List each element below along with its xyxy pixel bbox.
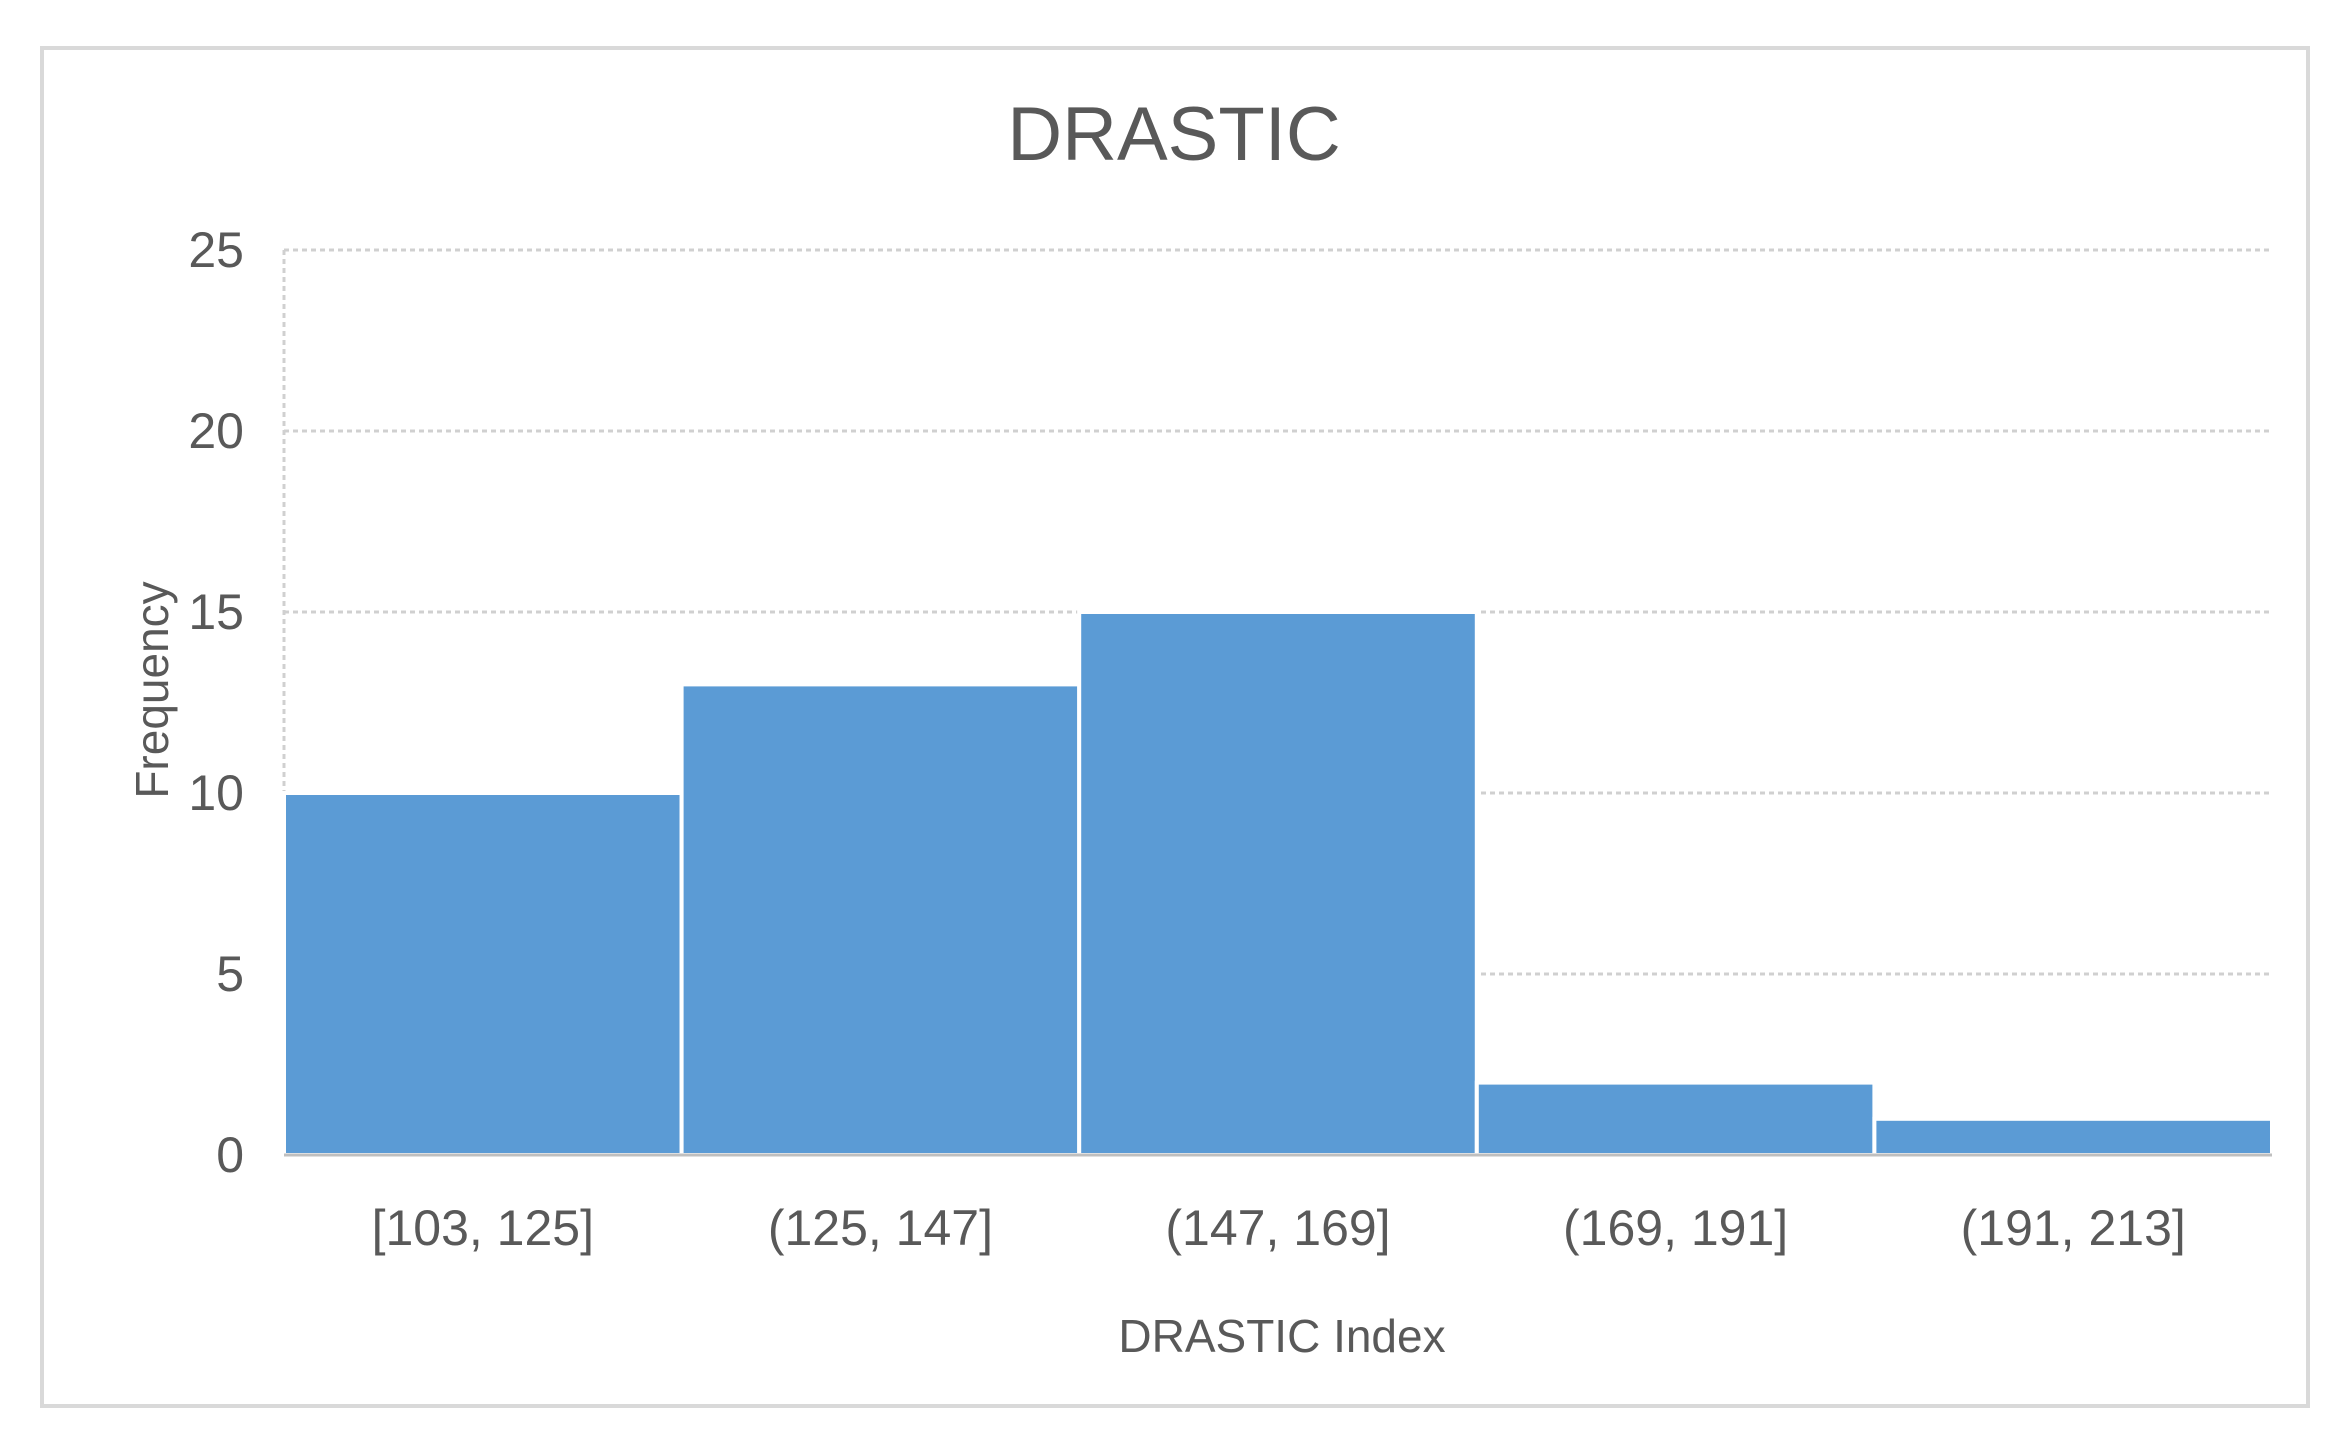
bar <box>282 791 684 1157</box>
y-tick-labels: 0 5 10 15 20 25 <box>188 222 244 1183</box>
bar <box>679 682 1082 1158</box>
x-tick-label: (169, 191] <box>1563 1200 1788 1256</box>
y-tick-label: 5 <box>216 946 244 1002</box>
x-axis-title: DRASTIC Index <box>1118 1310 1445 1362</box>
bar <box>1474 1080 1877 1157</box>
y-tick-label: 10 <box>188 765 244 821</box>
x-tick-label: [103, 125] <box>372 1200 594 1256</box>
chart-title: DRASTIC <box>1007 92 1341 177</box>
y-tick-label: 15 <box>188 584 244 640</box>
bars <box>282 610 2275 1158</box>
x-tick-label: (147, 169] <box>1165 1200 1390 1256</box>
x-tick-label: (191, 213] <box>1961 1200 2186 1256</box>
bar <box>1077 610 1479 1157</box>
bar <box>1872 1116 2275 1158</box>
y-tick-label: 20 <box>188 403 244 459</box>
chart-frame: DRASTIC 0 5 10 15 20 25 [103, 125] (125, 147] (… <box>40 46 2310 1408</box>
y-tick-label: 0 <box>216 1127 244 1183</box>
x-tick-labels: [103, 125] (125, 147] (147, 169] (169, 191]… <box>372 1200 2186 1256</box>
x-tick-label: (125, 147] <box>768 1200 993 1256</box>
y-tick-label: 25 <box>188 222 244 278</box>
histogram-chart: DRASTIC 0 5 10 15 20 25 [103, 125] (125, 147] (… <box>126 92 2275 1362</box>
y-axis-title: Frequency <box>126 581 178 798</box>
